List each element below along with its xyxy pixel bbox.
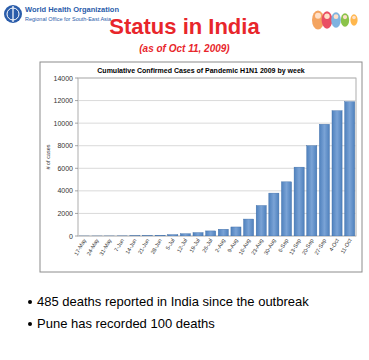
bullet-text: 485 deaths reported in India since the o… bbox=[37, 294, 309, 309]
slide-subtitle: (as of Oct 11, 2009) bbox=[139, 43, 230, 54]
org-sub: Regional Office for South-East Asia bbox=[25, 16, 112, 22]
slide-title: Status in India bbox=[109, 14, 260, 39]
plot-area bbox=[78, 78, 356, 236]
doll-face bbox=[352, 16, 356, 20]
background bbox=[0, 0, 369, 360]
chart-title: Cumulative Confirmed Cases of Pandemic H… bbox=[97, 67, 304, 75]
bullet-text: Pune has recorded 100 deaths bbox=[37, 316, 215, 331]
x-tick-label: 6-Sep bbox=[277, 238, 290, 254]
doll-face bbox=[315, 13, 321, 19]
y-tick-label: 12000 bbox=[54, 97, 74, 104]
bar bbox=[218, 229, 228, 236]
bar bbox=[142, 235, 152, 236]
chart-frame bbox=[40, 62, 362, 272]
grid-line bbox=[78, 100, 356, 101]
bar bbox=[269, 193, 279, 236]
y-tick bbox=[75, 213, 78, 214]
y-axis-label: # of cases bbox=[45, 144, 51, 169]
dolls-decoration bbox=[312, 10, 358, 29]
x-tick-label: 27-Sep bbox=[313, 238, 327, 256]
bar bbox=[79, 235, 89, 236]
x-tick-label: 31-May bbox=[98, 237, 112, 256]
y-tick bbox=[75, 168, 78, 169]
bar bbox=[105, 235, 115, 236]
bars bbox=[79, 102, 354, 236]
bar bbox=[168, 235, 178, 236]
x-tick-label: 12-Jul bbox=[176, 238, 189, 254]
bar bbox=[319, 124, 329, 236]
bar bbox=[281, 182, 291, 236]
bar bbox=[256, 206, 266, 236]
y-tick-label: 14000 bbox=[54, 75, 74, 82]
x-tick-label: 19-Jul bbox=[188, 238, 201, 254]
bar bbox=[130, 235, 140, 236]
x-tick-label: 28-Jun bbox=[149, 238, 163, 256]
bullet-dot bbox=[28, 322, 32, 326]
y-tick bbox=[75, 145, 78, 146]
bullet-dot bbox=[28, 300, 32, 304]
x-tick-label: 9-Aug bbox=[226, 238, 239, 254]
doll bbox=[350, 14, 357, 26]
y-tick-label: 6000 bbox=[57, 165, 73, 172]
y-tick-label: 0 bbox=[69, 233, 73, 240]
x-tick-label: 2-Aug bbox=[214, 238, 227, 254]
bar bbox=[231, 227, 241, 236]
bar bbox=[332, 111, 342, 236]
y-tick-label: 10000 bbox=[54, 120, 74, 127]
x-tick-label: 11-Oct bbox=[339, 237, 352, 254]
logo-staff bbox=[12, 6, 13, 22]
bar bbox=[117, 235, 127, 236]
y-tick bbox=[75, 100, 78, 101]
doll bbox=[331, 12, 341, 27]
bar bbox=[244, 219, 254, 236]
slide: World Health Organization Regional Office… bbox=[0, 0, 369, 360]
bar bbox=[180, 234, 190, 236]
bar bbox=[307, 146, 317, 236]
doll-face bbox=[334, 14, 339, 19]
x-tick-label: 5-Jul bbox=[164, 238, 175, 251]
logo-emblem bbox=[4, 5, 22, 23]
y-tick bbox=[75, 78, 78, 79]
doll-face bbox=[324, 14, 329, 19]
who-logo: World Health Organization Regional Office… bbox=[4, 5, 119, 23]
y-tick-label: 4000 bbox=[57, 187, 73, 194]
bar bbox=[345, 102, 355, 236]
bar bbox=[193, 233, 203, 236]
bar bbox=[206, 231, 216, 236]
bar bbox=[294, 167, 304, 236]
y-tick bbox=[75, 190, 78, 191]
doll bbox=[341, 13, 349, 26]
bar bbox=[92, 235, 102, 236]
x-tick-label: 30-Aug bbox=[263, 238, 277, 256]
y-tick bbox=[75, 236, 78, 237]
y-tick-label: 8000 bbox=[57, 142, 73, 149]
x-tick-label: 7-Jun bbox=[113, 238, 125, 253]
y-tick bbox=[75, 123, 78, 124]
grid-line bbox=[78, 78, 356, 79]
org-name: World Health Organization bbox=[25, 5, 119, 14]
x-tick-label: 26-Jul bbox=[201, 238, 214, 254]
x-tick-label: 4-Oct bbox=[328, 237, 340, 252]
grid-line bbox=[78, 123, 356, 124]
doll bbox=[322, 11, 333, 28]
doll-face bbox=[343, 15, 347, 19]
y-tick-label: 2000 bbox=[57, 210, 73, 217]
bar bbox=[155, 235, 165, 236]
